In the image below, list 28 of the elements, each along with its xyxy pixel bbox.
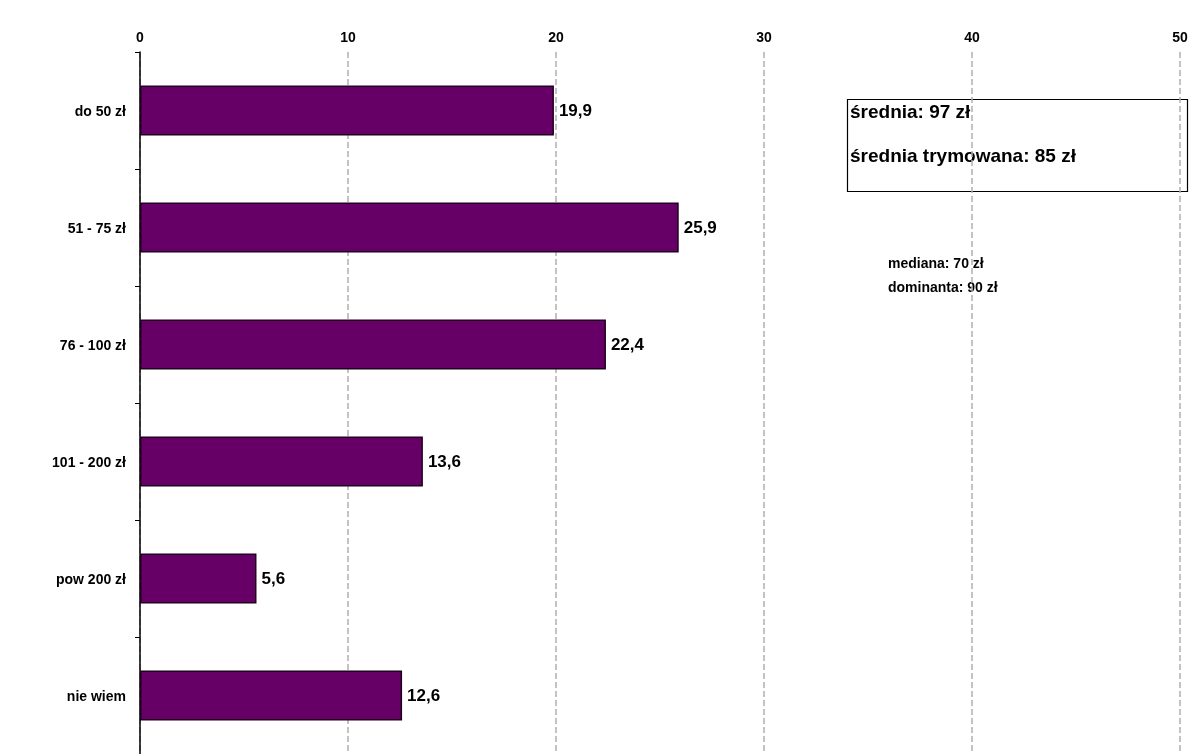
y-tick-label: 76 - 100 zł <box>59 336 127 353</box>
data-label: 12,6 <box>407 686 441 705</box>
x-tick-label: 0 <box>136 29 145 45</box>
annotation: średnia: 97 zł <box>850 101 972 122</box>
bar <box>140 436 423 487</box>
x-tick-label: 20 <box>548 29 564 45</box>
x-tick-label: 40 <box>964 29 980 45</box>
annotation: dominanta: 90 zł <box>888 279 998 295</box>
annotation: średnia trymowana: 85 zł <box>850 145 1077 166</box>
data-label: 19,9 <box>558 101 593 120</box>
bar <box>140 85 554 136</box>
x-tick-label: 10 <box>340 29 356 45</box>
y-tick-label: pow 200 zł <box>55 570 127 587</box>
x-tick-label: 30 <box>756 29 772 45</box>
bar <box>140 319 606 370</box>
bar <box>140 670 403 721</box>
y-tick-label: do 50 zł <box>74 102 127 119</box>
data-label: 13,6 <box>427 452 461 471</box>
annotation: mediana: 70 zł <box>888 255 984 271</box>
bar <box>140 553 257 604</box>
x-tick-label: 50 <box>1172 29 1188 45</box>
data-label: 25,9 <box>683 218 717 237</box>
y-tick-label: 101 - 200 zł <box>52 453 127 470</box>
bar <box>140 202 679 253</box>
y-tick-label: 51 - 75 zł <box>67 219 127 236</box>
y-tick-label: nie wiem <box>66 687 126 704</box>
data-label: 22,4 <box>610 335 645 354</box>
data-label: 5,6 <box>261 569 286 588</box>
